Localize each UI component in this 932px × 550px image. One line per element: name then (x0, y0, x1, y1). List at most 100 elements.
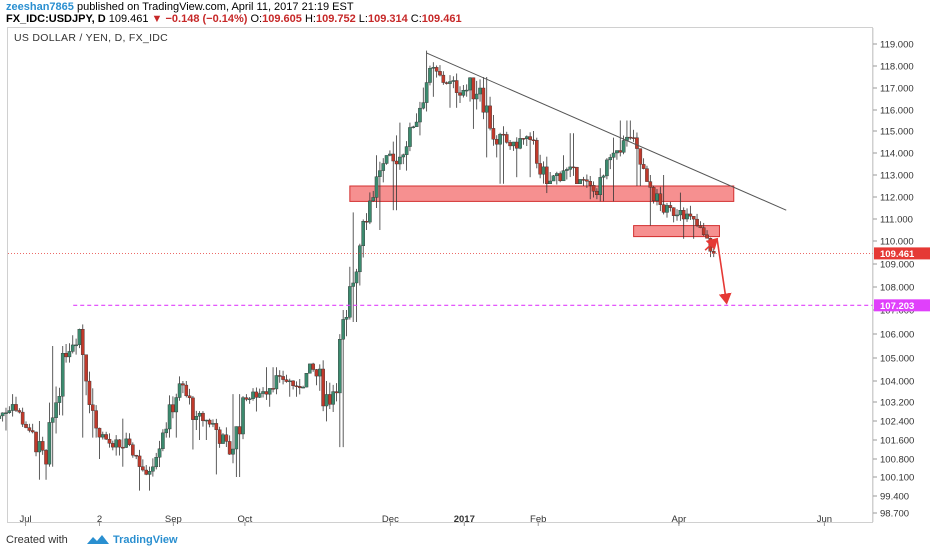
candle[interactable] (57, 387, 62, 416)
candle[interactable] (234, 426, 239, 477)
candle[interactable] (431, 62, 436, 97)
candle[interactable] (151, 458, 155, 477)
candle[interactable] (87, 371, 92, 414)
candle[interactable] (181, 381, 185, 394)
candle[interactable] (581, 176, 586, 187)
candle[interactable] (571, 133, 576, 176)
candle[interactable] (675, 209, 679, 221)
candle[interactable] (338, 334, 342, 448)
candle[interactable] (217, 426, 222, 448)
candle[interactable] (625, 120, 629, 147)
candle[interactable] (44, 448, 48, 480)
candle[interactable] (611, 137, 616, 202)
candle[interactable] (481, 77, 486, 120)
candle[interactable] (381, 158, 386, 183)
candle[interactable] (174, 393, 179, 438)
candle[interactable] (351, 212, 355, 322)
candle[interactable] (471, 77, 476, 129)
candle[interactable] (187, 388, 192, 405)
price-chart[interactable]: 119.000 118.000 117.000 116.000 115.000 114.0… (0, 0, 932, 530)
candle[interactable] (418, 101, 422, 136)
candle[interactable] (474, 80, 479, 110)
candle[interactable] (334, 383, 339, 402)
candle[interactable] (37, 421, 42, 480)
candle[interactable] (137, 449, 142, 491)
candle[interactable] (201, 411, 205, 427)
candle[interactable] (388, 150, 392, 157)
candle[interactable] (90, 388, 95, 438)
candle[interactable] (514, 137, 519, 178)
candle[interactable] (698, 221, 703, 229)
candle[interactable] (568, 133, 572, 178)
candle[interactable] (251, 388, 255, 401)
candle[interactable] (631, 129, 636, 142)
candle[interactable] (635, 132, 639, 186)
candle[interactable] (221, 433, 225, 444)
candle[interactable] (685, 208, 689, 222)
candle[interactable] (197, 411, 202, 440)
candle[interactable] (578, 179, 582, 184)
candle[interactable] (371, 190, 376, 202)
candle[interactable] (461, 85, 466, 98)
candle[interactable] (50, 346, 55, 467)
candle[interactable] (408, 122, 412, 152)
candle[interactable] (131, 442, 135, 458)
candle[interactable] (344, 310, 349, 337)
candle[interactable] (318, 364, 322, 391)
candle[interactable] (271, 367, 275, 393)
candle[interactable] (665, 202, 669, 218)
candle[interactable] (80, 324, 85, 438)
candle[interactable] (518, 129, 522, 150)
candle[interactable] (227, 435, 232, 455)
resistance-zones[interactable] (349, 185, 735, 238)
candle[interactable] (94, 405, 98, 438)
candle[interactable] (4, 407, 8, 431)
candle[interactable] (247, 396, 252, 404)
candle[interactable] (541, 161, 546, 184)
candle[interactable] (127, 433, 132, 447)
candle[interactable] (47, 402, 52, 467)
candle[interactable] (20, 407, 25, 427)
candle[interactable] (504, 131, 509, 144)
candle[interactable] (24, 421, 28, 429)
candle[interactable] (591, 181, 596, 198)
candle[interactable] (555, 171, 559, 185)
candle[interactable] (241, 396, 245, 440)
candle[interactable] (641, 158, 646, 170)
candle[interactable] (254, 387, 259, 412)
candle[interactable] (294, 381, 299, 397)
candle[interactable] (501, 126, 506, 184)
candle[interactable] (341, 310, 345, 448)
candle[interactable] (524, 135, 529, 147)
candle[interactable] (565, 167, 569, 180)
candle[interactable] (404, 141, 409, 171)
candle[interactable] (468, 77, 472, 102)
candle[interactable] (121, 418, 125, 467)
projection-arrow-up[interactable] (704, 237, 719, 251)
candle[interactable] (488, 96, 492, 131)
candle[interactable] (111, 440, 115, 451)
candle[interactable] (211, 419, 215, 428)
candlesticks[interactable] (0, 50, 716, 491)
candle[interactable] (508, 140, 512, 150)
candle[interactable] (441, 71, 446, 85)
candle[interactable] (464, 84, 469, 97)
candle[interactable] (648, 175, 653, 226)
candle[interactable] (364, 213, 369, 230)
candle[interactable] (161, 429, 165, 452)
candle[interactable] (67, 343, 72, 363)
candle[interactable] (97, 427, 102, 459)
candle[interactable] (10, 394, 15, 417)
candle[interactable] (651, 185, 656, 204)
candle[interactable] (575, 166, 579, 185)
candle[interactable] (297, 379, 302, 395)
candle[interactable] (588, 175, 593, 200)
candle[interactable] (414, 113, 419, 127)
candle[interactable] (74, 338, 78, 355)
candle[interactable] (585, 174, 589, 188)
drawings[interactable] (8, 52, 873, 306)
candle[interactable] (304, 373, 309, 388)
candle[interactable] (324, 380, 329, 422)
candle[interactable] (14, 396, 18, 413)
candle[interactable] (428, 65, 432, 86)
